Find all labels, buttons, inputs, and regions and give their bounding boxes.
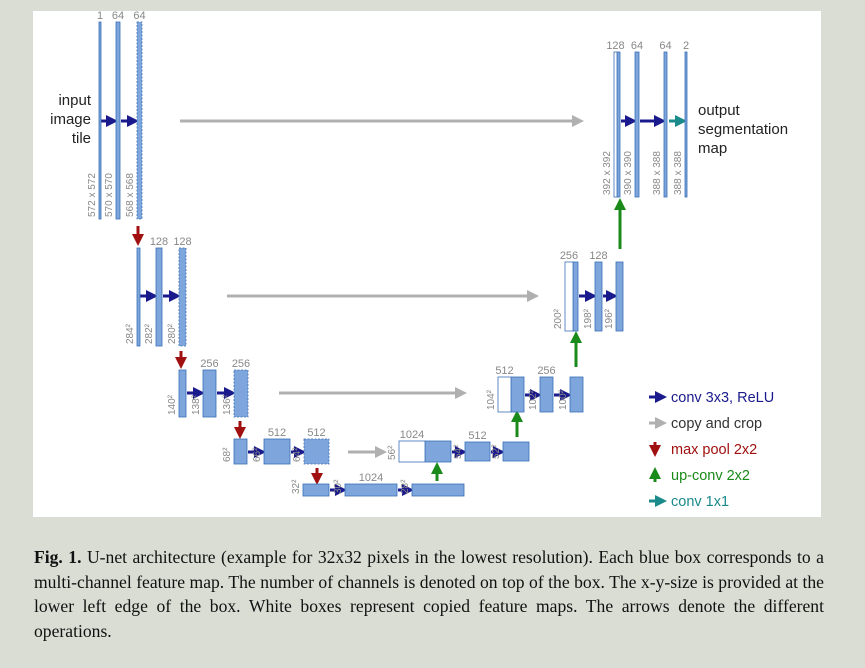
- feature-map-box: [594, 261, 603, 332]
- channel-count-label: 64: [659, 40, 671, 52]
- spatial-size-label: 388 x 388: [673, 151, 684, 195]
- channel-count-label: 128: [589, 250, 607, 262]
- channel-count-label: 256: [232, 358, 250, 370]
- input-label: tile: [72, 130, 91, 147]
- channel-count-label: 256: [200, 358, 218, 370]
- channel-count-label: 128: [150, 236, 168, 248]
- feature-map-box: [464, 441, 491, 462]
- feature-map-box: [398, 440, 426, 463]
- spatial-size-label: 570 x 570: [104, 173, 115, 217]
- feature-map-box: [424, 440, 452, 463]
- spatial-size-label: 66²: [252, 447, 263, 462]
- spatial-size-label: 56²: [387, 445, 398, 460]
- channel-count-label: 128: [606, 40, 624, 52]
- spatial-size-label: 32²: [291, 479, 302, 494]
- spatial-size-label: 30²: [333, 479, 344, 494]
- channel-count-label: 1024: [400, 429, 424, 441]
- feature-map-box: [569, 376, 584, 413]
- feature-map-box: [98, 21, 102, 220]
- channel-count-label: 128: [173, 236, 191, 248]
- legend-label: conv 1x1: [671, 494, 729, 510]
- spatial-size-label: 104²: [486, 389, 497, 410]
- channel-count-label: 64: [112, 11, 124, 22]
- spatial-size-label: 284²: [125, 323, 136, 344]
- feature-map-box: [303, 438, 330, 465]
- figure-caption: Fig. 1. U-net architecture (example for …: [34, 545, 824, 643]
- spatial-size-label: 52²: [491, 444, 502, 459]
- caption-text: U-net architecture (example for 32x32 pi…: [34, 547, 824, 641]
- channel-count-label: 1: [97, 11, 103, 22]
- spatial-size-label: 200²: [553, 308, 564, 329]
- output-label: map: [698, 140, 727, 157]
- figure-panel: 1 572 x 572 64 570 x 570 64 568 x 568 284² 128 2…: [33, 11, 821, 517]
- spatial-size-label: 138²: [191, 394, 202, 415]
- feature-map-box: [615, 261, 624, 332]
- feature-map-box: [344, 483, 398, 497]
- spatial-size-label: 102²: [528, 389, 539, 410]
- legend-label: max pool 2x2: [671, 442, 757, 458]
- feature-map-box: [115, 21, 121, 220]
- feature-map-box: [233, 438, 248, 465]
- legend-label: conv 3x3, ReLU: [671, 390, 774, 406]
- spatial-size-label: 136²: [222, 394, 233, 415]
- feature-map-box: [510, 376, 525, 413]
- feature-map-box: [302, 483, 330, 497]
- channel-count-label: 256: [537, 365, 555, 377]
- legend-label: up-conv 2x2: [671, 468, 750, 484]
- spatial-size-label: 28²: [400, 479, 411, 494]
- spatial-size-label: 388 x 388: [652, 151, 663, 195]
- feature-map-box: [233, 369, 249, 418]
- channel-count-label: 512: [495, 365, 513, 377]
- spatial-size-label: 100²: [558, 389, 569, 410]
- caption-label: Fig. 1.: [34, 547, 82, 567]
- feature-map-box: [411, 483, 465, 497]
- spatial-size-label: 196²: [604, 308, 615, 329]
- feature-map-box: [572, 261, 579, 332]
- feature-map-box: [178, 247, 187, 347]
- feature-map-box: [502, 441, 530, 462]
- spatial-size-label: 392 x 392: [602, 151, 613, 195]
- feature-map-box: [136, 247, 141, 347]
- spatial-size-label: 68²: [222, 447, 233, 462]
- channel-count-label: 512: [268, 427, 286, 439]
- feature-map-box: [155, 247, 163, 347]
- feature-map-box: [202, 369, 217, 418]
- spatial-size-label: 64²: [292, 447, 303, 462]
- feature-map-box: [616, 51, 621, 198]
- feature-map-box: [684, 51, 688, 198]
- spatial-size-label: 140²: [167, 394, 178, 415]
- feature-map-box: [178, 369, 187, 418]
- feature-map-box: [136, 21, 143, 220]
- unet-diagram: 1 572 x 572 64 570 x 570 64 568 x 568 284² 128 2…: [50, 11, 788, 510]
- channel-count-label: 512: [468, 430, 486, 442]
- spatial-size-label: 568 x 568: [125, 173, 136, 217]
- input-label: image: [50, 111, 91, 128]
- spatial-size-label: 282²: [144, 323, 155, 344]
- channel-count-label: 64: [631, 40, 643, 52]
- channel-count-label: 256: [560, 250, 578, 262]
- spatial-size-label: 572 x 572: [87, 173, 98, 217]
- feature-map-box: [497, 376, 512, 413]
- channel-count-label: 512: [307, 427, 325, 439]
- feature-map-box: [613, 51, 618, 198]
- feature-map-box: [263, 438, 291, 465]
- feature-map-box: [663, 51, 668, 198]
- output-label: segmentation: [698, 121, 788, 138]
- output-label: output: [698, 102, 741, 119]
- feature-map-box: [634, 51, 640, 198]
- spatial-size-label: 54²: [453, 444, 464, 459]
- channel-count-label: 64: [133, 11, 145, 22]
- spatial-size-label: 280²: [167, 323, 178, 344]
- feature-map-box: [564, 261, 574, 332]
- spatial-size-label: 198²: [583, 308, 594, 329]
- channel-count-label: 1024: [359, 472, 383, 484]
- legend-label: copy and crop: [671, 416, 762, 432]
- feature-map-box: [539, 376, 554, 413]
- spatial-size-label: 390 x 390: [623, 151, 634, 195]
- channel-count-label: 2: [683, 40, 689, 52]
- input-label: input: [58, 92, 91, 109]
